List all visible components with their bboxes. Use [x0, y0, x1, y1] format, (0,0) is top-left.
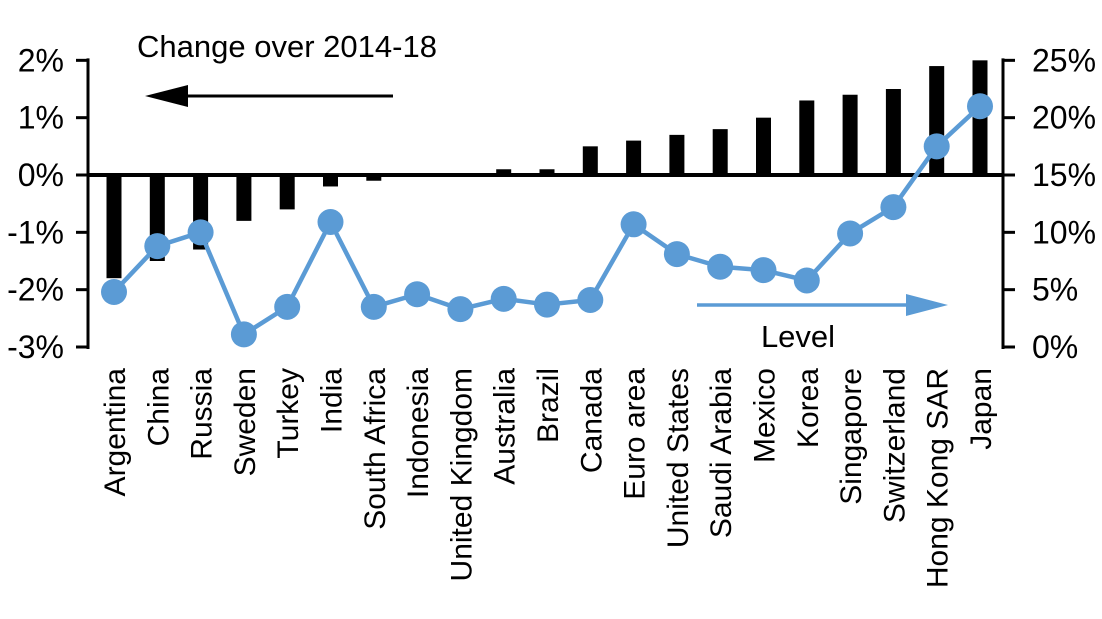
category-label-Singapore: Singapore — [835, 368, 868, 505]
category-label-Argentina: Argentina — [99, 368, 132, 497]
category-label-India: India — [316, 368, 349, 433]
bar-Turkey — [279, 175, 295, 210]
left-axis-tick-label: -1% — [7, 214, 64, 250]
level-marker-Korea — [793, 267, 820, 294]
level-marker-South Africa — [360, 293, 387, 320]
bar-Euro area — [626, 140, 642, 175]
category-label-Saudi Arabia: Saudi Arabia — [705, 368, 738, 538]
level-marker-United Kingdom — [447, 296, 474, 323]
right-axis-tick-label: 5% — [1032, 272, 1078, 308]
category-label-Switzerland: Switzerland — [878, 368, 911, 523]
category-label-Canada: Canada — [575, 368, 608, 473]
level-marker-Canada — [577, 286, 604, 313]
level-marker-Mexico — [750, 257, 777, 284]
bar-Singapore — [842, 94, 858, 175]
level-marker-Australia — [490, 285, 517, 312]
left-axis-tick-label: 1% — [18, 100, 64, 136]
bar-Korea — [799, 100, 815, 175]
level-marker-Switzerland — [880, 194, 907, 221]
category-label-China: China — [142, 368, 175, 447]
level-marker-Sweden — [230, 321, 257, 348]
line-series-annotation: Level — [761, 319, 835, 354]
level-marker-Hong Kong SAR — [923, 133, 950, 160]
left-axis-tick-label: -3% — [7, 329, 64, 365]
bar-Canada — [582, 146, 598, 175]
level-marker-India — [317, 209, 344, 236]
bar-Mexico — [756, 117, 771, 175]
bar-United States — [669, 134, 685, 175]
level-marker-Argentina — [101, 278, 127, 305]
right-arrow-icon — [906, 294, 948, 316]
right-axis-tick-label: 0% — [1032, 329, 1078, 365]
category-label-Australia: Australia — [489, 368, 522, 485]
level-marker-Indonesia — [404, 281, 431, 308]
right-axis-tick-label: 10% — [1032, 214, 1096, 250]
level-marker-Singapore — [837, 220, 864, 247]
category-label-United States: United States — [662, 368, 695, 548]
left-axis-tick-label: 2% — [18, 42, 64, 78]
category-label-Sweden: Sweden — [229, 368, 262, 476]
left-axis-tick-label: 0% — [18, 157, 64, 193]
category-label-Indonesia: Indonesia — [402, 368, 435, 498]
bar-series-annotation: Change over 2014-18 — [137, 29, 437, 64]
bar-Switzerland — [885, 89, 901, 175]
bar-Sweden — [236, 175, 252, 221]
category-label-Korea: Korea — [792, 368, 825, 448]
category-label-Turkey: Turkey — [272, 368, 305, 459]
level-marker-Japan — [967, 93, 993, 120]
right-axis-tick-label: 15% — [1032, 157, 1096, 193]
level-marker-United States — [663, 241, 690, 268]
bar-India — [323, 175, 338, 187]
level-marker-Brazil — [534, 291, 560, 318]
category-label-South Africa: South Africa — [359, 368, 392, 530]
right-axis-tick-label: 20% — [1032, 100, 1096, 136]
level-marker-Turkey — [274, 293, 301, 320]
level-marker-Saudi Arabia — [707, 253, 734, 280]
bar-Argentina — [106, 175, 122, 279]
bar-Brazil — [539, 169, 555, 175]
category-label-Mexico: Mexico — [749, 368, 782, 463]
category-label-Euro area: Euro area — [619, 368, 652, 500]
category-label-Japan: Japan — [965, 368, 998, 450]
bar-South Africa — [366, 175, 382, 181]
level-marker-Euro area — [620, 211, 647, 238]
category-label-Brazil: Brazil — [532, 368, 565, 443]
left-arrow-icon — [145, 85, 188, 107]
bar-Saudi Arabia — [712, 129, 728, 175]
category-label-United Kingdom: United Kingdom — [445, 368, 478, 581]
level-marker-China — [144, 233, 171, 260]
left-axis-tick-label: -2% — [7, 272, 64, 308]
right-axis-tick-label: 25% — [1032, 42, 1096, 78]
category-label-Russia: Russia — [186, 368, 219, 460]
level-marker-Russia — [187, 219, 214, 246]
bar-Australia — [496, 169, 512, 175]
category-label-Hong Kong SAR: Hong Kong SAR — [922, 368, 955, 588]
